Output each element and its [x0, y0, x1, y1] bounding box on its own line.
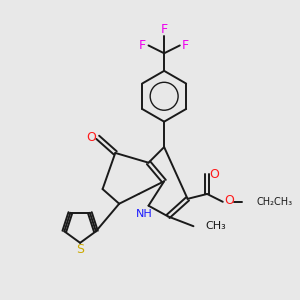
Text: O: O: [209, 168, 219, 181]
Text: F: F: [160, 23, 168, 36]
Text: F: F: [139, 39, 146, 52]
Text: O: O: [225, 194, 235, 207]
Text: CH₃: CH₃: [205, 221, 226, 231]
Text: CH₂CH₃: CH₂CH₃: [257, 197, 293, 207]
Text: O: O: [86, 131, 96, 144]
Text: F: F: [182, 39, 189, 52]
Text: S: S: [76, 243, 84, 256]
Text: NH: NH: [136, 208, 153, 218]
